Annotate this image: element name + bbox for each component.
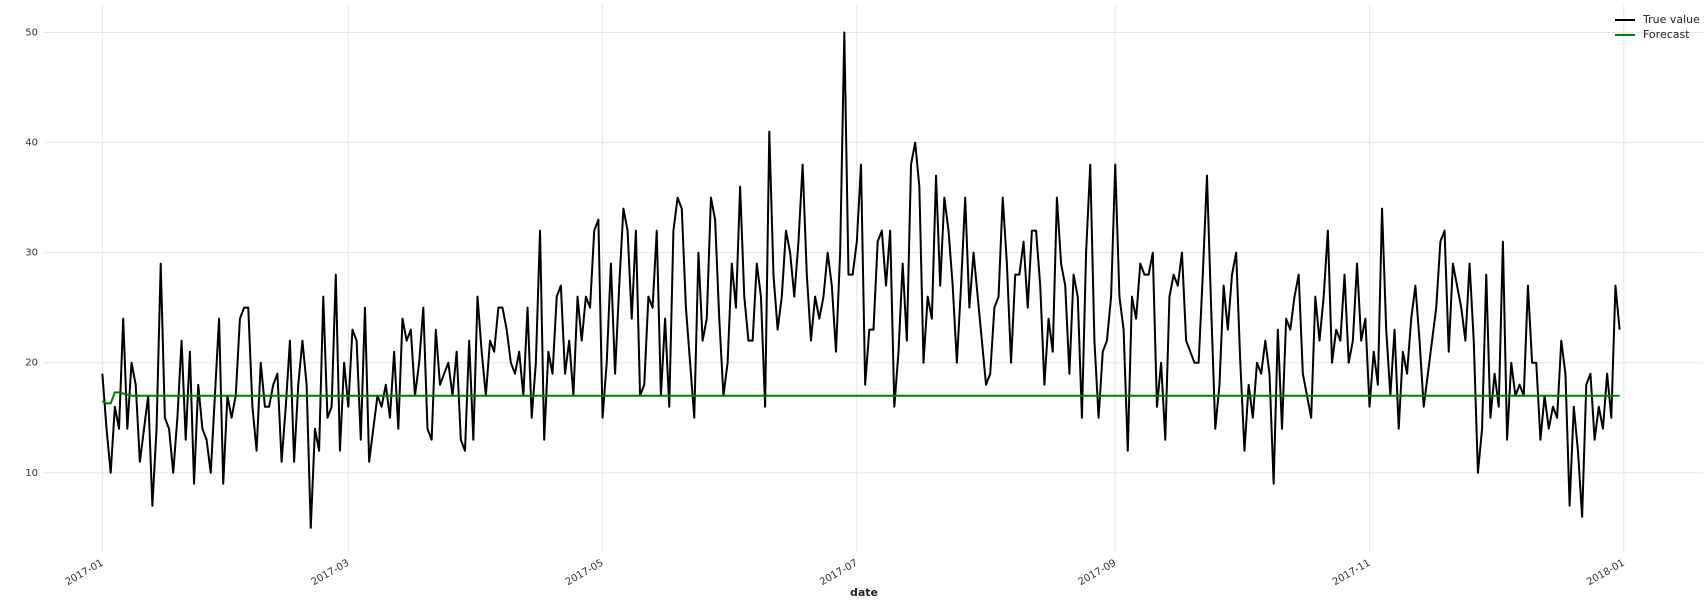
- series-line: [101, 31, 1621, 529]
- x-tick-label: 2017-07: [818, 558, 860, 588]
- x-tick-label: 2017-09: [1077, 558, 1119, 588]
- series-line: [101, 391, 1620, 405]
- y-tick-label: 30: [25, 248, 38, 259]
- legend-label: True value: [1642, 13, 1700, 26]
- x-tick-label: 2017-01: [64, 558, 106, 588]
- x-tick-label: 2018-01: [1585, 558, 1627, 588]
- legend-label: Forecast: [1643, 28, 1690, 41]
- y-tick-label: 10: [25, 468, 38, 479]
- y-tick-label: 40: [25, 138, 38, 149]
- x-tick-label: 2017-03: [310, 558, 352, 588]
- x-tick-label: 2017-11: [1331, 558, 1373, 588]
- y-tick-label: 20: [25, 358, 38, 369]
- x-tick-label: 2017-05: [564, 558, 606, 588]
- x-axis-label: date: [850, 586, 878, 599]
- y-tick-label: 50: [25, 28, 38, 39]
